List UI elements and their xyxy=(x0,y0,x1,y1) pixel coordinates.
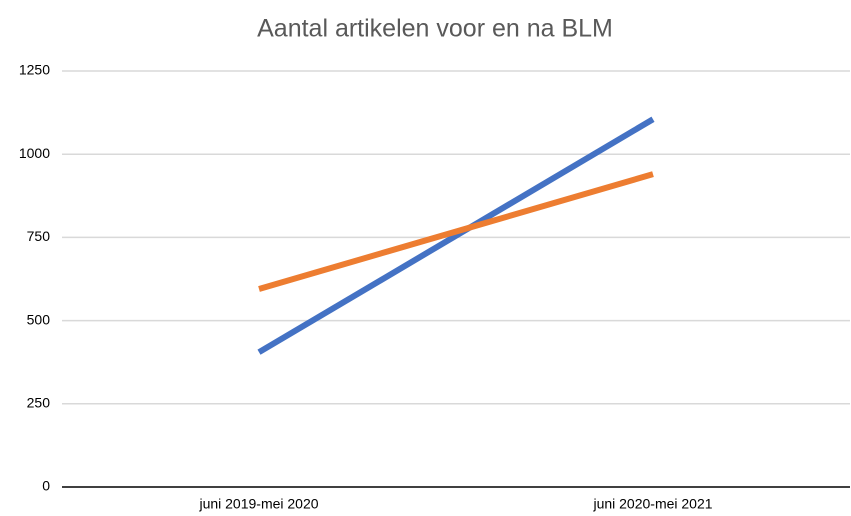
y-tick-label: 750 xyxy=(27,228,51,244)
series-line xyxy=(257,116,655,355)
chart-title: Aantal artikelen voor en na BLM xyxy=(257,15,613,43)
x-tick-label: juni 2020-mei 2021 xyxy=(592,496,712,512)
y-tick-label: 0 xyxy=(42,478,50,494)
y-tick-label: 500 xyxy=(27,311,51,327)
y-tick-label: 250 xyxy=(27,395,51,411)
y-tick-label: 1250 xyxy=(19,62,50,78)
series-line xyxy=(258,171,654,292)
y-tick-label: 1000 xyxy=(19,145,50,161)
x-tick-label: juni 2019-mei 2020 xyxy=(198,496,318,512)
